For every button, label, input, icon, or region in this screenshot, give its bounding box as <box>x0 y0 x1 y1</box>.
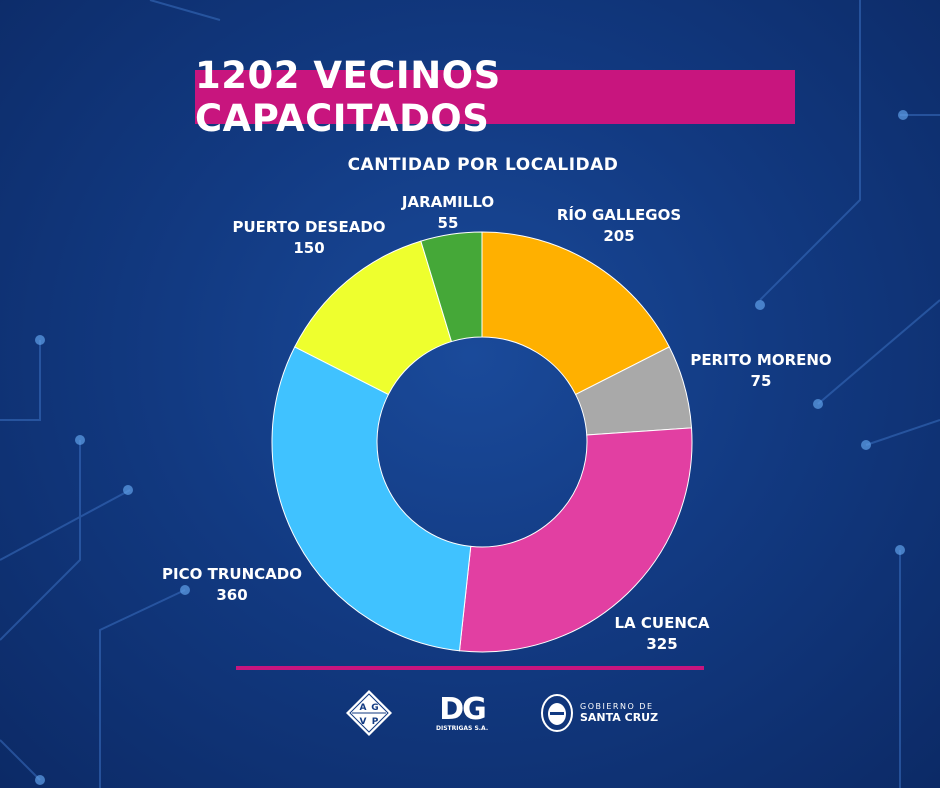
label-value: 205 <box>603 227 635 245</box>
label-name: RÍO GALLEGOS <box>556 206 682 224</box>
gobierno-line1: GOBIERNO DE <box>580 702 654 711</box>
label-la-cuenca: LA CUENCA 325 <box>615 613 710 655</box>
label-name: LA CUENCA <box>614 614 710 632</box>
label-name: PUERTO DESEADO <box>232 218 386 236</box>
label-rio-gallegos: RÍO GALLEGOS 205 <box>557 205 681 247</box>
label-perito-moreno: PERITO MORENO 75 <box>690 350 831 392</box>
label-value: 150 <box>293 239 325 257</box>
donut-slice-pico-truncado <box>271 346 472 652</box>
label-jaramillo: JARAMILLO 55 <box>402 192 494 234</box>
label-value: 55 <box>437 214 459 232</box>
donut-slice-r-o-gallegos <box>481 231 670 396</box>
label-name: JARAMILLO <box>401 193 495 211</box>
donut-slice-jaramillo <box>420 231 483 343</box>
svg-text:V: V <box>360 717 367 727</box>
donut-slice-la-cuenca <box>458 427 693 653</box>
distrigas-mark: DG <box>439 691 487 727</box>
chart-title: CANTIDAD POR LOCALIDAD <box>347 155 619 175</box>
label-name: PICO TRUNCADO <box>162 565 302 583</box>
page-title: 1202 VECINOS CAPACITADOS <box>195 54 795 140</box>
distrigas-text: DISTRIGAS S.A. <box>436 724 489 732</box>
distrigas-logo: DG DISTRIGAS S.A. <box>436 688 488 738</box>
svg-text:P: P <box>372 717 379 727</box>
label-value: 325 <box>646 635 678 653</box>
label-puerto-deseado: PUERTO DESEADO 150 <box>232 217 385 259</box>
label-value: 360 <box>216 586 248 604</box>
donut-slice-puerto-deseado <box>294 240 453 396</box>
label-name: PERITO MORENO <box>690 351 832 369</box>
svg-text:A: A <box>360 703 367 713</box>
coat-of-arms-icon <box>541 694 573 732</box>
agvp-logo: A G V P <box>344 688 394 738</box>
divider <box>236 666 704 670</box>
label-value: 75 <box>750 372 772 390</box>
gobierno-line2: SANTA CRUZ <box>580 711 659 724</box>
label-pico-truncado: PICO TRUNCADO 360 <box>162 564 302 606</box>
svg-text:G: G <box>371 703 378 713</box>
gobierno-santa-cruz-logo: GOBIERNO DE SANTA CRUZ <box>540 688 658 738</box>
